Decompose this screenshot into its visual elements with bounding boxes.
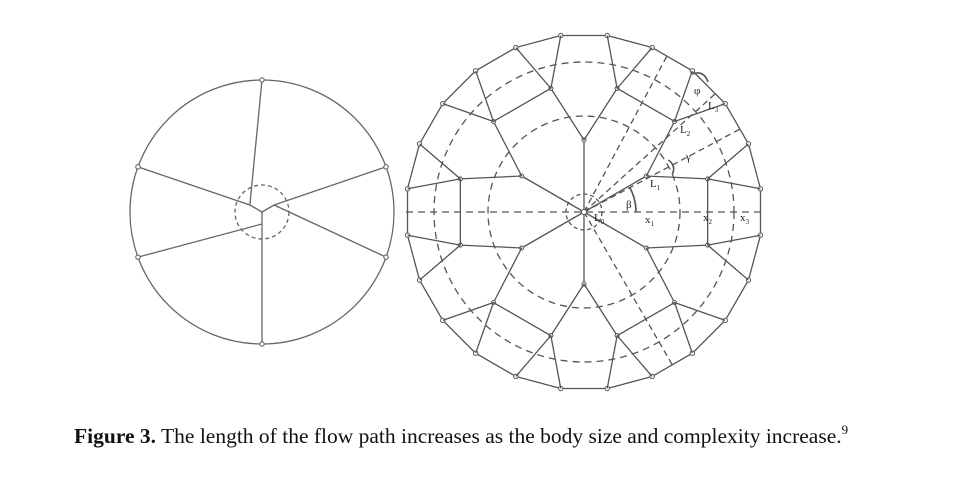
- rim-node: [259, 341, 265, 347]
- branch-level-3: [475, 70, 495, 122]
- branch-level-2: [550, 283, 585, 336]
- branch-level-3: [606, 335, 618, 389]
- branch-level-3: [707, 143, 749, 180]
- math-labels: φ L3 L2 γ L1 β L0 x1 x2 x3: [594, 85, 750, 228]
- branch-level-3: [674, 301, 726, 321]
- branch-level-3: [673, 302, 693, 354]
- branch-level-3: [606, 35, 618, 89]
- branch-level-3: [442, 301, 494, 321]
- branch-level-2: [550, 88, 585, 141]
- branch-level-1: [583, 211, 647, 249]
- branch-level-2: [583, 283, 618, 336]
- branch-cross: [616, 87, 675, 123]
- branch-level-3: [475, 302, 495, 354]
- branch-level-1: [521, 175, 585, 213]
- caption-reference: 9: [841, 422, 849, 437]
- branch-level-3: [707, 244, 749, 281]
- label-beta: β: [626, 199, 632, 211]
- branch-level-3: [407, 178, 461, 190]
- branch-segment: [249, 204, 263, 213]
- label-L3: L3: [708, 100, 719, 114]
- branch-level-3: [616, 335, 653, 377]
- branch-level-2: [460, 175, 522, 180]
- branch-level-2: [646, 175, 708, 180]
- complex-flow-network: [404, 32, 764, 392]
- branch-level-3: [442, 103, 494, 123]
- branch-level-3: [674, 103, 726, 123]
- radial-dashed: [583, 92, 717, 213]
- branch-level-3: [673, 70, 693, 122]
- dashed-ring: [487, 115, 681, 309]
- branch-level-3: [419, 143, 461, 180]
- label-L0: L0: [594, 212, 605, 226]
- flow-channel: [273, 204, 387, 258]
- caption-text: The length of the flow path increases as…: [161, 424, 842, 448]
- branch-cross: [493, 301, 552, 337]
- branch-segment: [261, 204, 275, 213]
- beta-angle-arc: [629, 187, 637, 213]
- branch-level-3: [550, 35, 562, 89]
- branch-level-2: [492, 121, 523, 177]
- gamma-angle-arc: [667, 159, 675, 175]
- branch-cross: [493, 87, 552, 123]
- rim-node: [259, 77, 265, 83]
- branch-level-2: [583, 88, 618, 141]
- figure-diagram: φ L3 L2 γ L1 β L0 x1 x2 x3: [129, 32, 764, 392]
- phi-angle-arc: [691, 72, 709, 83]
- branch-level-3: [515, 335, 552, 377]
- label-x3: x3: [740, 212, 750, 226]
- branch-level-2: [645, 121, 676, 177]
- branch-level-1: [583, 175, 647, 213]
- branch-level-3: [419, 244, 461, 281]
- branch-level-2: [645, 247, 676, 303]
- branch-level-3: [707, 234, 761, 246]
- branch-level-2: [492, 247, 523, 303]
- branch-level-3: [707, 178, 761, 190]
- rim-node: [383, 164, 389, 170]
- simple-flow-network: [129, 77, 395, 347]
- label-x2: x2: [703, 212, 713, 226]
- branch-level-2: [646, 244, 708, 249]
- branch-level-2: [460, 244, 522, 249]
- rim-node: [383, 254, 389, 260]
- branch-level-3: [616, 47, 653, 89]
- flow-channel: [137, 223, 263, 258]
- flow-channel: [273, 166, 387, 206]
- branch-level-3: [550, 335, 562, 389]
- flow-channel: [137, 166, 251, 206]
- label-x1: x1: [645, 214, 655, 228]
- rim-node: [135, 254, 141, 260]
- label-gamma: γ: [685, 151, 691, 163]
- branch-cross: [616, 301, 675, 337]
- center-node: [580, 208, 588, 216]
- caption-label: Figure 3.: [74, 424, 157, 448]
- label-L2: L2: [680, 124, 691, 138]
- branch-level-3: [515, 47, 552, 89]
- radial-dashed: [583, 211, 674, 367]
- label-phi: φ: [694, 85, 700, 97]
- figure-caption: Figure 3. The length of the flow path in…: [74, 422, 916, 448]
- label-L1: L1: [650, 178, 661, 192]
- branch-level-3: [407, 234, 461, 246]
- flow-channel: [249, 79, 263, 206]
- rim-node: [135, 164, 141, 170]
- branch-level-1: [521, 211, 585, 249]
